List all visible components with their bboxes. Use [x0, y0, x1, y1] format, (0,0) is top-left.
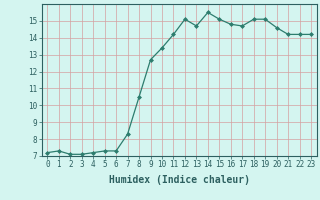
X-axis label: Humidex (Indice chaleur): Humidex (Indice chaleur) — [109, 175, 250, 185]
